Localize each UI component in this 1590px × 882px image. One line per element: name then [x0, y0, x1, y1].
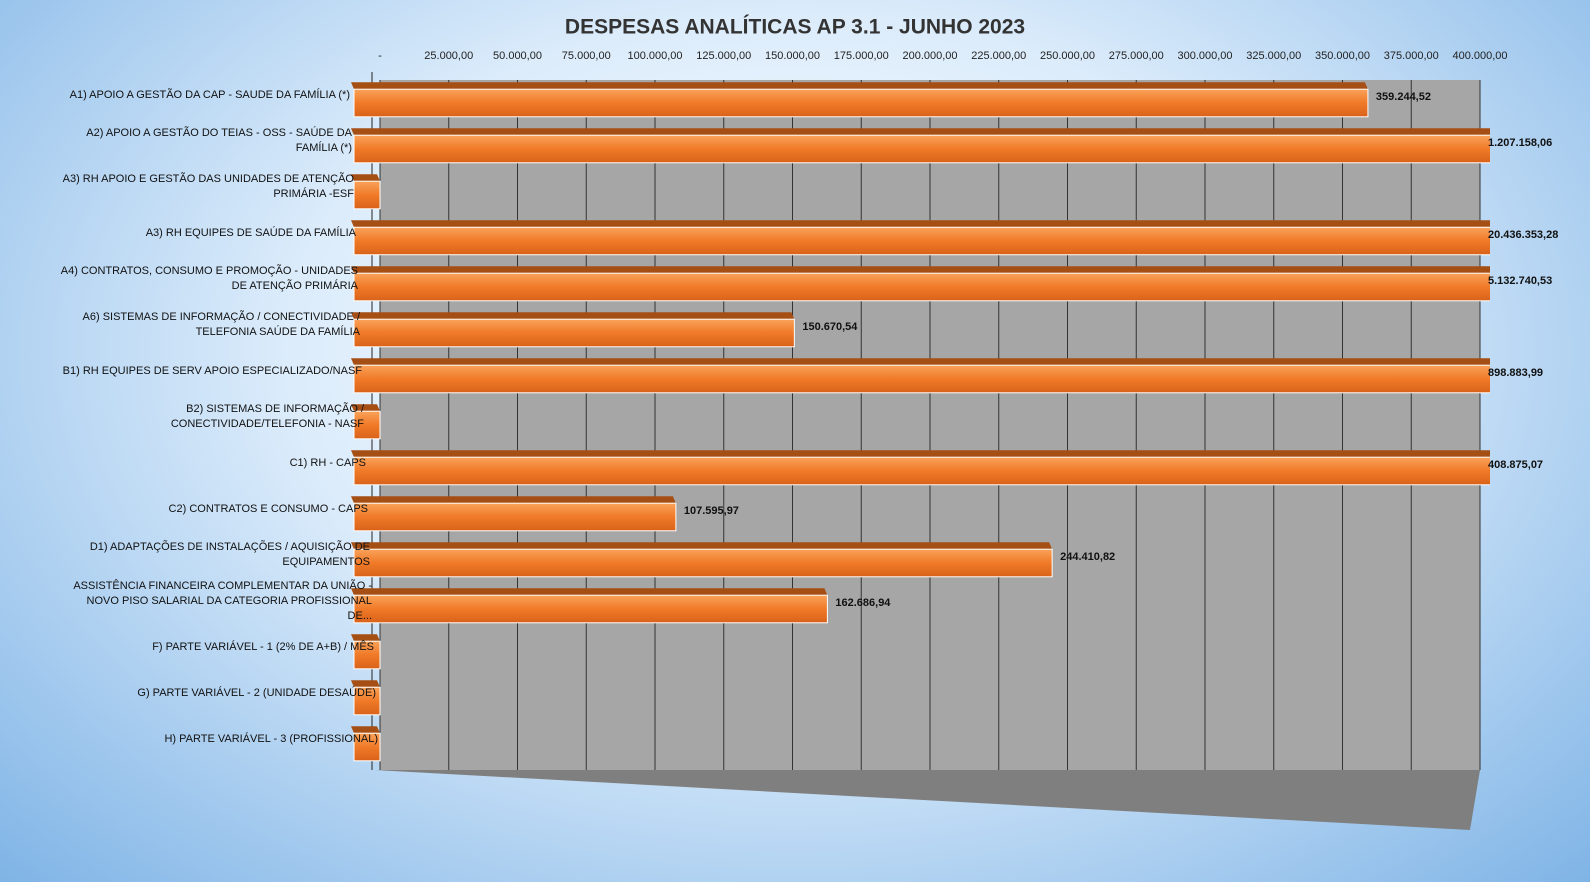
x-tick-label: 375.000,00 — [1384, 50, 1439, 62]
bar — [353, 594, 828, 624]
x-tick-label: 350.000,00 — [1315, 50, 1370, 62]
bar-top — [351, 726, 380, 734]
y-tick-label: F) PARTE VARIÁVEL - 1 (2% DE A+B) / MÊS — [152, 640, 374, 653]
bar-group — [351, 726, 381, 762]
bar — [353, 226, 1490, 256]
bar — [353, 134, 1490, 164]
y-tick-label: B2) SISTEMAS DE INFORMAÇÃO / CONECTIVIDA… — [170, 403, 364, 430]
x-tick-label: 200.000,00 — [902, 50, 957, 62]
bar-group — [351, 128, 1490, 164]
bar-group — [351, 312, 795, 348]
data-label: 150.670,54 — [802, 321, 858, 333]
bar — [353, 364, 1490, 394]
data-label: 408.875,07 — [1488, 459, 1543, 471]
y-tick-label: A3) RH EQUIPES DE SAÚDE DA FAMÍLIA — [145, 226, 356, 239]
bar — [353, 180, 381, 210]
bar — [353, 686, 381, 716]
x-tick-label: 150.000,00 — [765, 50, 820, 62]
y-tick-label: A6) SISTEMAS DE INFORMAÇÃO / CONECTIVIDA… — [82, 311, 360, 338]
bar-group — [351, 450, 1490, 486]
bar — [353, 272, 1490, 302]
data-label: 5.132.740,53 — [1488, 275, 1552, 287]
bars — [351, 82, 1490, 762]
bar-top — [351, 128, 1490, 136]
bar-group — [351, 220, 1490, 256]
x-tick-label: 50.000,00 — [493, 50, 542, 62]
bar — [353, 410, 381, 440]
data-label: 244.410,82 — [1060, 551, 1115, 563]
bar-group — [351, 634, 381, 670]
y-tick-label: A4) CONTRATOS, CONSUMO E PROMOÇÃO - UNID… — [60, 265, 358, 292]
bar-group — [351, 82, 1369, 118]
bar-group — [351, 496, 677, 532]
bar-top — [351, 634, 380, 642]
bar-top — [351, 542, 1053, 550]
y-tick-label: C2) CONTRATOS E CONSUMO - CAPS — [168, 502, 368, 515]
y-tick-label: A1) APOIO A GESTÃO DA CAP - SAUDE DA FAM… — [69, 88, 350, 101]
y-tick-label: ASSISTÊNCIA FINANCEIRA COMPLEMENTAR DA U… — [73, 579, 372, 622]
x-tick-label: 275.000,00 — [1109, 50, 1164, 62]
plot-floor — [375, 770, 1480, 830]
bar — [353, 502, 677, 532]
x-tick-label: - — [378, 50, 382, 62]
bar — [353, 732, 381, 762]
chart-title: DESPESAS ANALÍTICAS AP 3.1 - JUNHO 2023 — [565, 16, 1025, 39]
data-label: 162.686,94 — [835, 597, 891, 609]
bar-top — [351, 450, 1490, 458]
bar-top — [351, 358, 1490, 366]
x-tick-label: 325.000,00 — [1246, 50, 1301, 62]
data-label: 1.207.158,06 — [1488, 137, 1552, 149]
y-tick-label: A3) RH APOIO E GESTÃO DAS UNIDADES DE AT… — [62, 173, 354, 200]
x-tick-label: 75.000,00 — [562, 50, 611, 62]
bar — [353, 456, 1490, 486]
bar-group — [351, 404, 381, 440]
bar-top — [351, 82, 1368, 90]
x-tick-label: 250.000,00 — [1040, 50, 1095, 62]
x-tick-label: 225.000,00 — [971, 50, 1026, 62]
x-tick-label: 100.000,00 — [627, 50, 682, 62]
x-tick-label: 175.000,00 — [834, 50, 889, 62]
bar — [353, 640, 381, 670]
bar-group — [351, 174, 381, 210]
data-label: 20.436.353,28 — [1488, 229, 1558, 241]
y-tick-label: D1) ADAPTAÇÕES DE INSTALAÇÕES / AQUISIÇÃ… — [89, 541, 370, 568]
bar-top — [351, 680, 380, 688]
y-tick-label: G) PARTE VARIÁVEL - 2 (UNIDADE DESAÚDE) — [137, 686, 376, 699]
data-label: 107.595,97 — [684, 505, 739, 517]
y-tick-label: B1) RH EQUIPES DE SERV APOIO ESPECIALIZA… — [62, 364, 362, 377]
y-tick-label: H) PARTE VARIÁVEL - 3 (PROFISSIONAL) — [164, 732, 378, 745]
y-tick-label: C1) RH - CAPS — [289, 456, 366, 469]
x-tick-label: 300.000,00 — [1177, 50, 1232, 62]
bar-top — [351, 266, 1490, 274]
bar — [353, 318, 795, 348]
bar-group — [351, 358, 1490, 394]
y-tick-label: A2) APOIO A GESTÃO DO TEIAS - OSS - SAÚD… — [86, 127, 352, 154]
bar-top — [351, 220, 1490, 228]
bar-top — [351, 496, 676, 504]
bar-top — [351, 588, 828, 596]
bar-group — [351, 266, 1490, 302]
bar-top — [351, 404, 380, 412]
bar — [353, 548, 1053, 578]
bar-group — [351, 542, 1053, 578]
bar-top — [351, 312, 795, 320]
x-tick-label: 125.000,00 — [696, 50, 751, 62]
data-label: 359.244,52 — [1376, 91, 1431, 103]
x-tick-label: 400.000,00 — [1452, 50, 1507, 62]
bar-group — [351, 588, 828, 624]
x-tick-label: 25.000,00 — [424, 50, 473, 62]
bar — [353, 88, 1369, 118]
data-label: 898.883,99 — [1488, 367, 1543, 379]
bar-top — [351, 174, 380, 182]
bar-group — [351, 680, 381, 716]
